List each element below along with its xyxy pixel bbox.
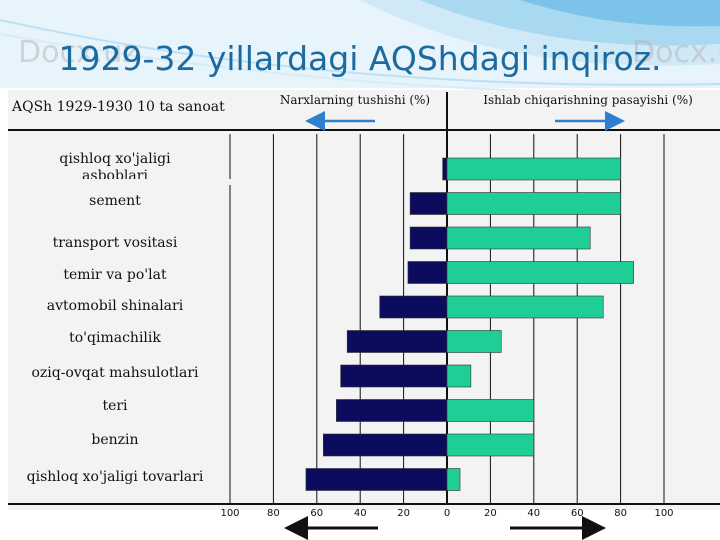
bar-price-drop [336,399,448,422]
bar-price-drop [340,364,448,388]
category-label: teri [102,398,128,414]
x-tick-label: 20 [484,508,497,519]
bar-output-decline [446,157,621,181]
x-tick-label: 40 [527,508,540,519]
series-label-right: Ishlab chiqarishning pasayishi (%) [483,93,693,107]
x-tick-label: 60 [310,508,323,519]
x-tick-label: 60 [571,508,584,519]
category-labels: qishloq xo'jaligi asboblarisementtranspor… [8,151,234,485]
x-tick-label: 100 [220,508,239,519]
category-label: benzin [91,432,138,448]
bar-output-decline [446,468,461,491]
category-label: to'qimachilik [69,330,161,346]
bar-price-drop [346,330,448,353]
bar-price-drop [407,261,448,284]
x-tick-label: 80 [267,508,280,519]
category-label: avtomobil shinalari [47,298,184,314]
bar-output-decline [446,364,472,388]
x-tick-label: 40 [354,508,367,519]
chart-header-label: AQSh 1929-1930 10 ta sanoat [11,99,225,115]
bar-price-drop [442,157,448,181]
page-title: 1929-32 yillardagi AQShdagi inqiroz. [58,39,661,78]
bar-output-decline [446,433,535,457]
series-label-left: Narxlarning tushishi (%) [280,93,430,107]
chart-bars [305,157,634,491]
x-tick-label: 100 [654,508,673,519]
bar-output-decline [446,226,591,250]
category-label: qishloq xo'jaligi tovarlari [27,469,204,485]
bar-output-decline [446,399,535,422]
category-label: transport vositasi [53,235,178,251]
x-tick-labels: 100 80 60 40 20 0 20 40 60 80 100 [220,508,673,519]
category-label: sement [89,193,141,209]
decorative-banner [0,0,720,96]
x-tick-label: 0 [444,508,450,519]
x-tick-label: 80 [614,508,627,519]
bar-price-drop [323,433,448,457]
watermark: Docx.uz [18,35,138,70]
bar-output-decline [446,261,634,284]
x-tick-label: 20 [397,508,410,519]
bar-output-decline [446,330,502,353]
category-label: temir va po'lat [63,267,167,283]
bar-price-drop [305,468,448,491]
label-clip [8,179,234,185]
bar-output-decline [446,295,604,319]
bar-price-drop [379,295,448,319]
bar-price-drop [409,226,448,250]
bar-price-drop [409,192,448,215]
category-label: oziq-ovqat mahsulotlari [31,365,199,381]
watermark: Docx.uz [632,35,720,70]
bar-output-decline [446,192,621,215]
